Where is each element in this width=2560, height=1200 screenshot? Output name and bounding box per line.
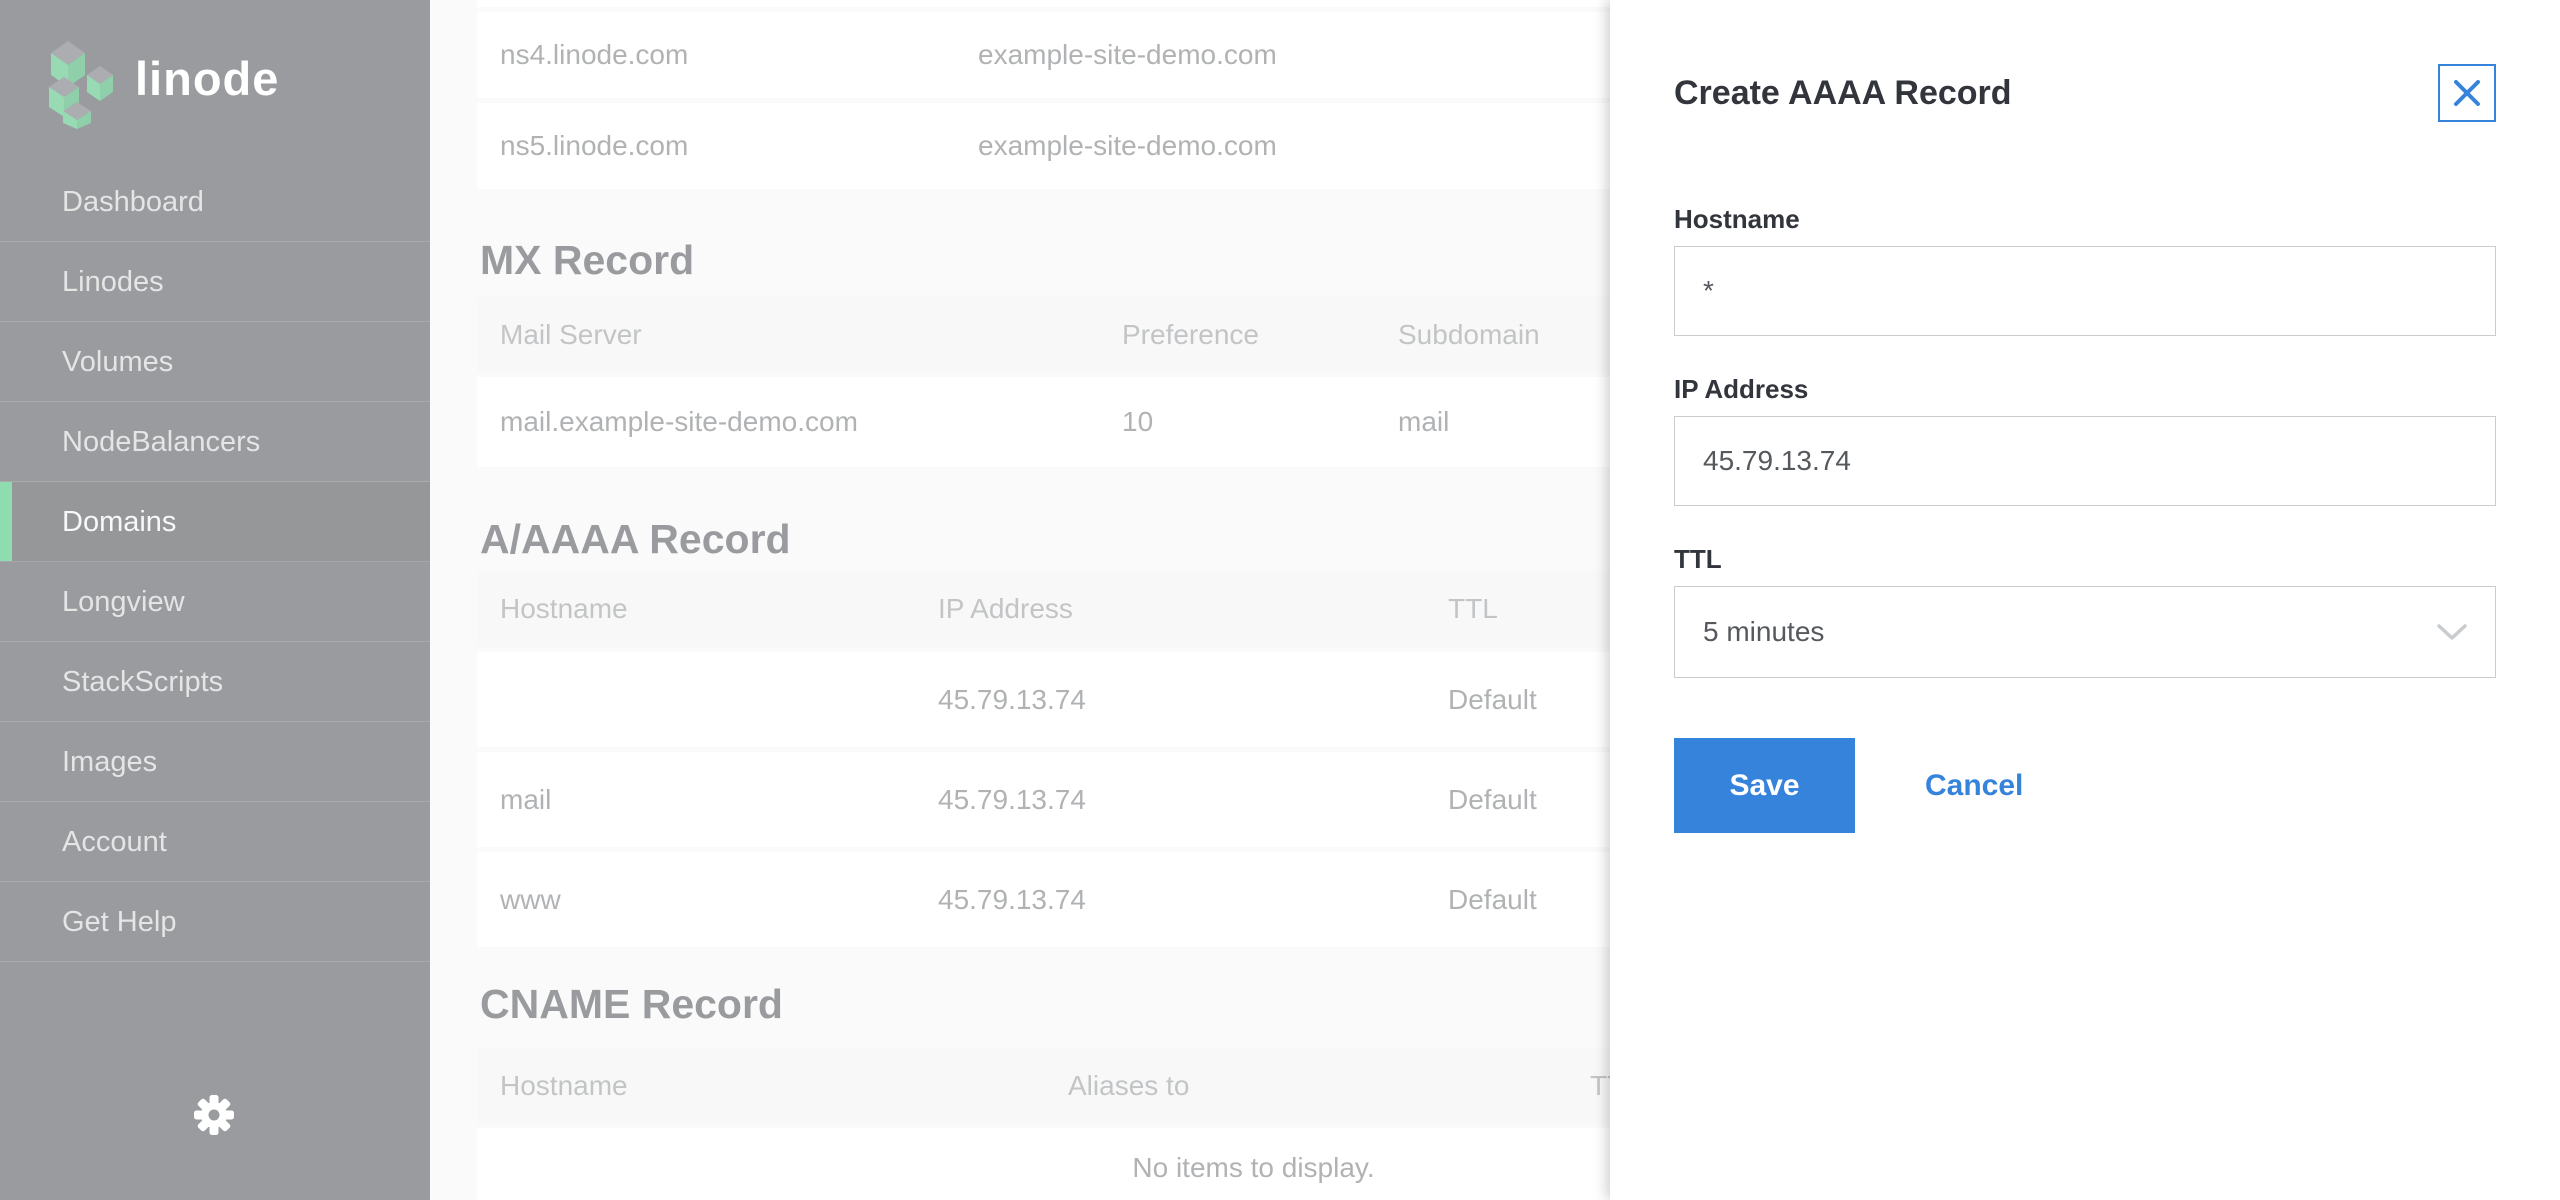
drawer-backdrop[interactable] bbox=[0, 0, 1610, 1200]
hostname-input[interactable]: * bbox=[1674, 246, 2496, 336]
ip-address-input[interactable]: 45.79.13.74 bbox=[1674, 416, 2496, 506]
ip-address-label: IP Address bbox=[1674, 374, 1809, 404]
ttl-label: TTL bbox=[1674, 544, 1722, 574]
ttl-selected-value: 5 minutes bbox=[1703, 616, 1825, 647]
hostname-label: Hostname bbox=[1674, 204, 1800, 234]
chevron-down-icon bbox=[2437, 623, 2467, 640]
save-button[interactable]: Save bbox=[1674, 738, 1855, 833]
record-form: Hostname * IP Address 45.79.13.74 TTL 5 … bbox=[1674, 202, 2496, 833]
create-aaaa-record-drawer: Create AAAA Record Hostname * IP Address… bbox=[1610, 0, 2560, 1200]
close-icon bbox=[2454, 80, 2480, 106]
drawer-header: Create AAAA Record bbox=[1674, 64, 2496, 122]
form-actions: Save Cancel bbox=[1674, 738, 2496, 833]
cancel-button[interactable]: Cancel bbox=[1925, 768, 2024, 802]
close-drawer-button[interactable] bbox=[2438, 64, 2496, 122]
drawer-title: Create AAAA Record bbox=[1674, 74, 2012, 112]
ttl-select[interactable]: 5 minutes bbox=[1674, 586, 2496, 678]
